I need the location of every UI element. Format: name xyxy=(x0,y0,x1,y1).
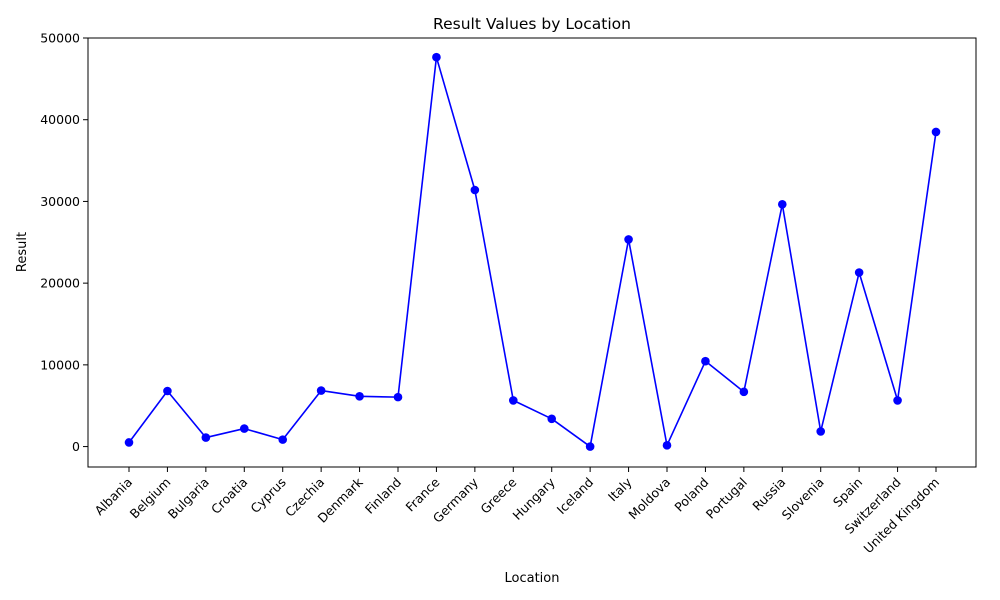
data-point xyxy=(355,392,364,401)
data-point xyxy=(893,396,902,405)
y-tick-label: 50000 xyxy=(40,31,80,46)
data-point xyxy=(816,427,826,436)
data-point xyxy=(701,356,710,366)
data-point xyxy=(432,52,441,62)
x-tick-label: Slovenia xyxy=(779,475,827,523)
x-tick-label: Moldova xyxy=(625,475,673,523)
data-point xyxy=(931,127,941,137)
y-tick-label: 40000 xyxy=(40,112,80,127)
data-point xyxy=(278,435,288,444)
data-point xyxy=(777,199,787,209)
x-tick-label: Spain xyxy=(830,475,865,510)
data-point xyxy=(470,185,480,195)
series-line xyxy=(128,56,937,448)
plot-area-frame xyxy=(87,37,977,468)
y-tick-label: 10000 xyxy=(40,357,80,372)
x-axis: AlbaniaBelgiumBulgariaCroatiaCyprusCzech… xyxy=(92,467,942,556)
data-point xyxy=(239,424,249,433)
data-point xyxy=(508,396,518,405)
y-tick-label: 0 xyxy=(72,439,80,454)
data-point xyxy=(662,441,672,450)
x-tick-label: Italy xyxy=(605,474,635,504)
y-tick-label: 20000 xyxy=(40,276,80,291)
data-point xyxy=(585,442,595,451)
x-tick-label: Iceland xyxy=(554,475,597,518)
data-point xyxy=(854,268,864,277)
y-tick-label: 30000 xyxy=(40,194,80,209)
y-axis-label: Result xyxy=(15,232,30,272)
data-point xyxy=(124,438,134,447)
data-point xyxy=(624,235,633,244)
data-point xyxy=(201,433,211,442)
x-axis-label: Location xyxy=(505,571,560,586)
data-point xyxy=(316,386,326,395)
series-layer xyxy=(124,52,941,451)
x-tick-label: Finland xyxy=(362,475,404,517)
x-tick-label: Croatia xyxy=(208,475,250,517)
data-point xyxy=(547,414,557,424)
data-point xyxy=(393,392,403,402)
chart-title: Result Values by Location xyxy=(433,15,631,33)
x-tick-label: Hungary xyxy=(509,474,558,523)
x-tick-label: Portugal xyxy=(703,475,750,522)
y-axis: 0 10000 20000 30000 40000 50000 xyxy=(40,31,88,454)
data-point xyxy=(739,387,749,397)
x-tick-label: Bulgaria xyxy=(165,475,212,522)
data-point xyxy=(163,386,172,396)
